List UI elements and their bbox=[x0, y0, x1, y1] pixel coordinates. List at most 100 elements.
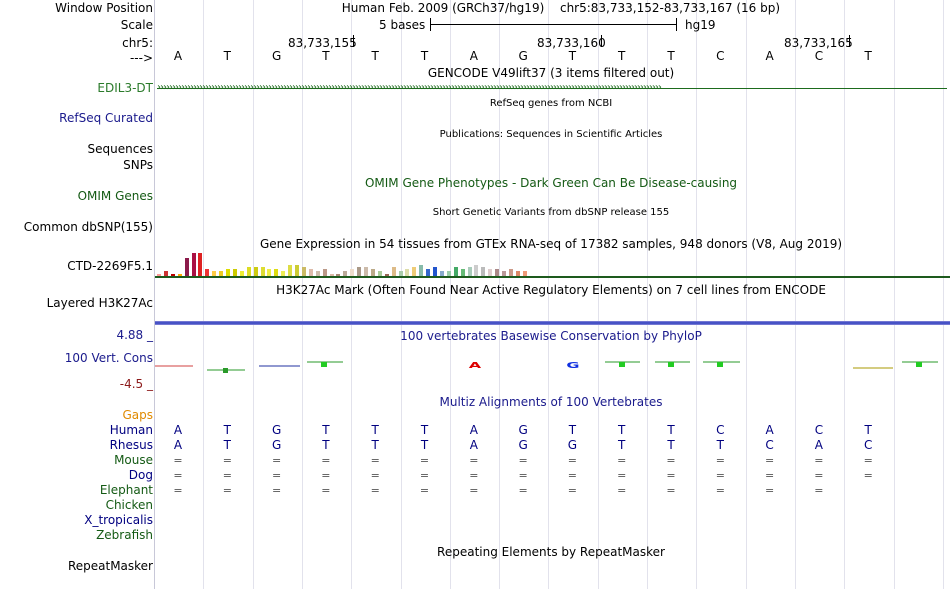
dbsnp-label[interactable]: Common dbSNP(155) bbox=[23, 220, 153, 234]
gtex-tissue-bar[interactable] bbox=[419, 264, 424, 276]
species-label[interactable]: Rhesus bbox=[109, 438, 153, 452]
species-label[interactable]: Chicken bbox=[105, 498, 153, 512]
gtex-expression-bars[interactable] bbox=[157, 250, 557, 276]
gtex-tissue-bar[interactable] bbox=[336, 273, 341, 276]
gtex-tissue-bar[interactable] bbox=[439, 271, 444, 276]
position-text[interactable]: chr5:83,733,152-83,733,167 (16 bp) bbox=[559, 1, 781, 15]
gtex-tissue-bar[interactable] bbox=[239, 271, 244, 276]
alignment-match-mark: = bbox=[666, 454, 676, 467]
gtex-tissue-bar[interactable] bbox=[398, 271, 403, 276]
scale-db: hg19 bbox=[685, 18, 716, 32]
gtex-tissue-bar[interactable] bbox=[370, 269, 375, 276]
species-label[interactable]: Mouse bbox=[114, 453, 153, 467]
gtex-tissue-bar[interactable] bbox=[522, 271, 527, 276]
refseq-title[interactable]: RefSeq genes from NCBI bbox=[489, 98, 613, 109]
gtex-tissue-bar[interactable] bbox=[481, 266, 486, 276]
omim-title[interactable]: OMIM Gene Phenotypes - Dark Green Can Be… bbox=[364, 176, 738, 190]
dbsnp-title[interactable]: Short Genetic Variants from dbSNP releas… bbox=[432, 207, 670, 218]
sequences-label[interactable]: Sequences bbox=[87, 142, 153, 156]
snps-label[interactable]: SNPs bbox=[123, 158, 153, 172]
alignment-match-mark: = bbox=[419, 454, 430, 467]
gtex-tissue-bar[interactable] bbox=[191, 253, 196, 276]
base-gridline bbox=[794, 0, 796, 589]
gtex-tissue-bar[interactable] bbox=[426, 269, 431, 276]
species-label[interactable]: Human bbox=[109, 423, 153, 437]
gtex-tissue-bar[interactable] bbox=[446, 271, 451, 276]
gtex-tissue-bar[interactable] bbox=[295, 264, 299, 276]
assembly-title: Human Feb. 2009 (GRCh37/hg19) bbox=[341, 1, 545, 15]
alignment-match-mark: = bbox=[666, 469, 676, 482]
gtex-tissue-bar[interactable] bbox=[308, 269, 313, 276]
h3k27ac-label[interactable]: Layered H3K27Ac bbox=[46, 296, 153, 310]
phylop-label[interactable]: 100 Vert. Cons bbox=[64, 351, 153, 365]
pubs-title[interactable]: Publications: Sequences in Scientific Ar… bbox=[439, 129, 663, 140]
gtex-tissue-bar[interactable] bbox=[364, 266, 368, 276]
species-label[interactable]: Elephant bbox=[99, 483, 153, 497]
gtex-tissue-bar[interactable] bbox=[205, 269, 210, 276]
gtex-tissue-bar[interactable] bbox=[315, 271, 320, 276]
gtex-tissue-bar[interactable] bbox=[515, 271, 520, 276]
gtex-tissue-bar[interactable] bbox=[329, 273, 334, 276]
phylop-signal[interactable]: A G bbox=[155, 352, 950, 376]
gtex-tissue-bar[interactable] bbox=[433, 266, 437, 276]
gtex-tissue-bar[interactable] bbox=[508, 269, 513, 276]
base-gridline bbox=[696, 0, 698, 589]
gtex-tissue-bar[interactable] bbox=[226, 269, 230, 276]
gtex-tissue-bar[interactable] bbox=[232, 269, 237, 276]
coordinate-2: 83,733,160 bbox=[537, 36, 606, 50]
rmsk-label[interactable]: RepeatMasker bbox=[67, 559, 153, 573]
rmsk-title[interactable]: Repeating Elements by RepeatMasker bbox=[437, 545, 665, 559]
gtex-tissue-bar[interactable] bbox=[502, 271, 506, 276]
gtex-tissue-bar[interactable] bbox=[467, 266, 472, 276]
h3k27ac-title[interactable]: H3K27Ac Mark (Often Found Near Active Re… bbox=[276, 283, 826, 297]
gaps-label[interactable]: Gaps bbox=[122, 408, 153, 422]
gtex-tissue-bar[interactable] bbox=[391, 266, 396, 276]
gtex-tissue-bar[interactable] bbox=[322, 269, 327, 276]
species-label[interactable]: Dog bbox=[128, 468, 153, 482]
omim-label[interactable]: OMIM Genes bbox=[77, 189, 153, 203]
gtex-tissue-bar[interactable] bbox=[288, 264, 293, 276]
gtex-tissue-bar[interactable] bbox=[405, 269, 410, 276]
alignment-match-mark: = bbox=[666, 484, 676, 497]
species-label[interactable]: Zebrafish bbox=[96, 528, 153, 542]
gtex-tissue-bar[interactable] bbox=[212, 271, 217, 276]
gtex-tissue-bar[interactable] bbox=[267, 269, 272, 276]
gtex-tissue-bar[interactable] bbox=[384, 273, 389, 276]
human-base: T bbox=[568, 423, 577, 437]
gtex-tissue-bar[interactable] bbox=[177, 273, 182, 276]
gtex-tissue-bar[interactable] bbox=[219, 271, 224, 276]
gtex-tissue-bar[interactable] bbox=[253, 266, 258, 276]
h3k27ac-signal[interactable] bbox=[155, 321, 950, 325]
gtex-tissue-bar[interactable] bbox=[453, 266, 458, 276]
gtex-tissue-bar[interactable] bbox=[246, 266, 251, 276]
phylop-title[interactable]: 100 vertebrates Basewise Conservation by… bbox=[400, 329, 702, 343]
gtex-tissue-bar[interactable] bbox=[163, 271, 168, 276]
gtex-tissue-bar[interactable] bbox=[357, 266, 362, 276]
refseq-label[interactable]: RefSeq Curated bbox=[59, 111, 153, 125]
base-letter: C bbox=[716, 49, 725, 63]
gtex-tissue-bar[interactable] bbox=[157, 273, 161, 276]
multiz-title[interactable]: Multiz Alignments of 100 Vertebrates bbox=[439, 395, 663, 409]
gtex-tissue-bar[interactable] bbox=[495, 269, 500, 276]
rhesus-base: T bbox=[667, 438, 675, 452]
gtex-tissue-bar[interactable] bbox=[281, 271, 286, 276]
gencode-title[interactable]: GENCODE V49lift37 (3 items filtered out) bbox=[427, 66, 675, 80]
gtex-tissue-bar[interactable] bbox=[274, 269, 279, 276]
gtex-tissue-bar[interactable] bbox=[350, 269, 355, 276]
gtex-tissue-bar[interactable] bbox=[301, 266, 306, 276]
gencode-gene-feature[interactable]: ››››››››››››››››››››››››››››››››››››››››… bbox=[157, 82, 947, 94]
species-label[interactable]: X_tropicalis bbox=[84, 513, 153, 527]
gtex-tissue-bar[interactable] bbox=[184, 257, 189, 276]
gtex-gene-label[interactable]: CTD-2269F5.1 bbox=[67, 259, 153, 273]
gtex-tissue-bar[interactable] bbox=[488, 269, 493, 276]
gencode-gene-label[interactable]: EDIL3-DT bbox=[97, 81, 153, 95]
gtex-title[interactable]: Gene Expression in 54 tissues from GTEx … bbox=[259, 237, 843, 251]
gtex-tissue-bar[interactable] bbox=[343, 271, 348, 276]
gtex-tissue-bar[interactable] bbox=[170, 273, 175, 276]
gtex-tissue-bar[interactable] bbox=[260, 266, 265, 276]
gtex-tissue-bar[interactable] bbox=[377, 271, 382, 276]
gtex-tissue-bar[interactable] bbox=[412, 266, 417, 276]
gtex-tissue-bar[interactable] bbox=[474, 264, 479, 276]
gtex-tissue-bar[interactable] bbox=[460, 269, 465, 276]
gtex-tissue-bar[interactable] bbox=[198, 253, 203, 276]
